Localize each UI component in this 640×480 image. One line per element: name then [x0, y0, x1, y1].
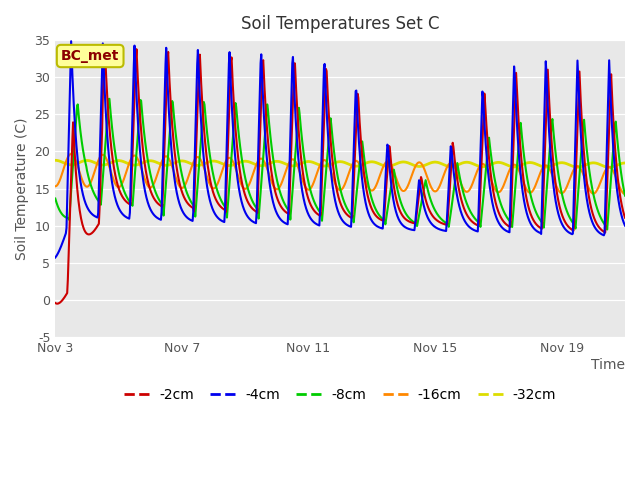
Legend: -2cm, -4cm, -8cm, -16cm, -32cm: -2cm, -4cm, -8cm, -16cm, -32cm: [118, 383, 562, 408]
Title: Soil Temperatures Set C: Soil Temperatures Set C: [241, 15, 440, 33]
Text: BC_met: BC_met: [61, 49, 120, 63]
Y-axis label: Soil Temperature (C): Soil Temperature (C): [15, 117, 29, 260]
Text: Time: Time: [591, 358, 625, 372]
